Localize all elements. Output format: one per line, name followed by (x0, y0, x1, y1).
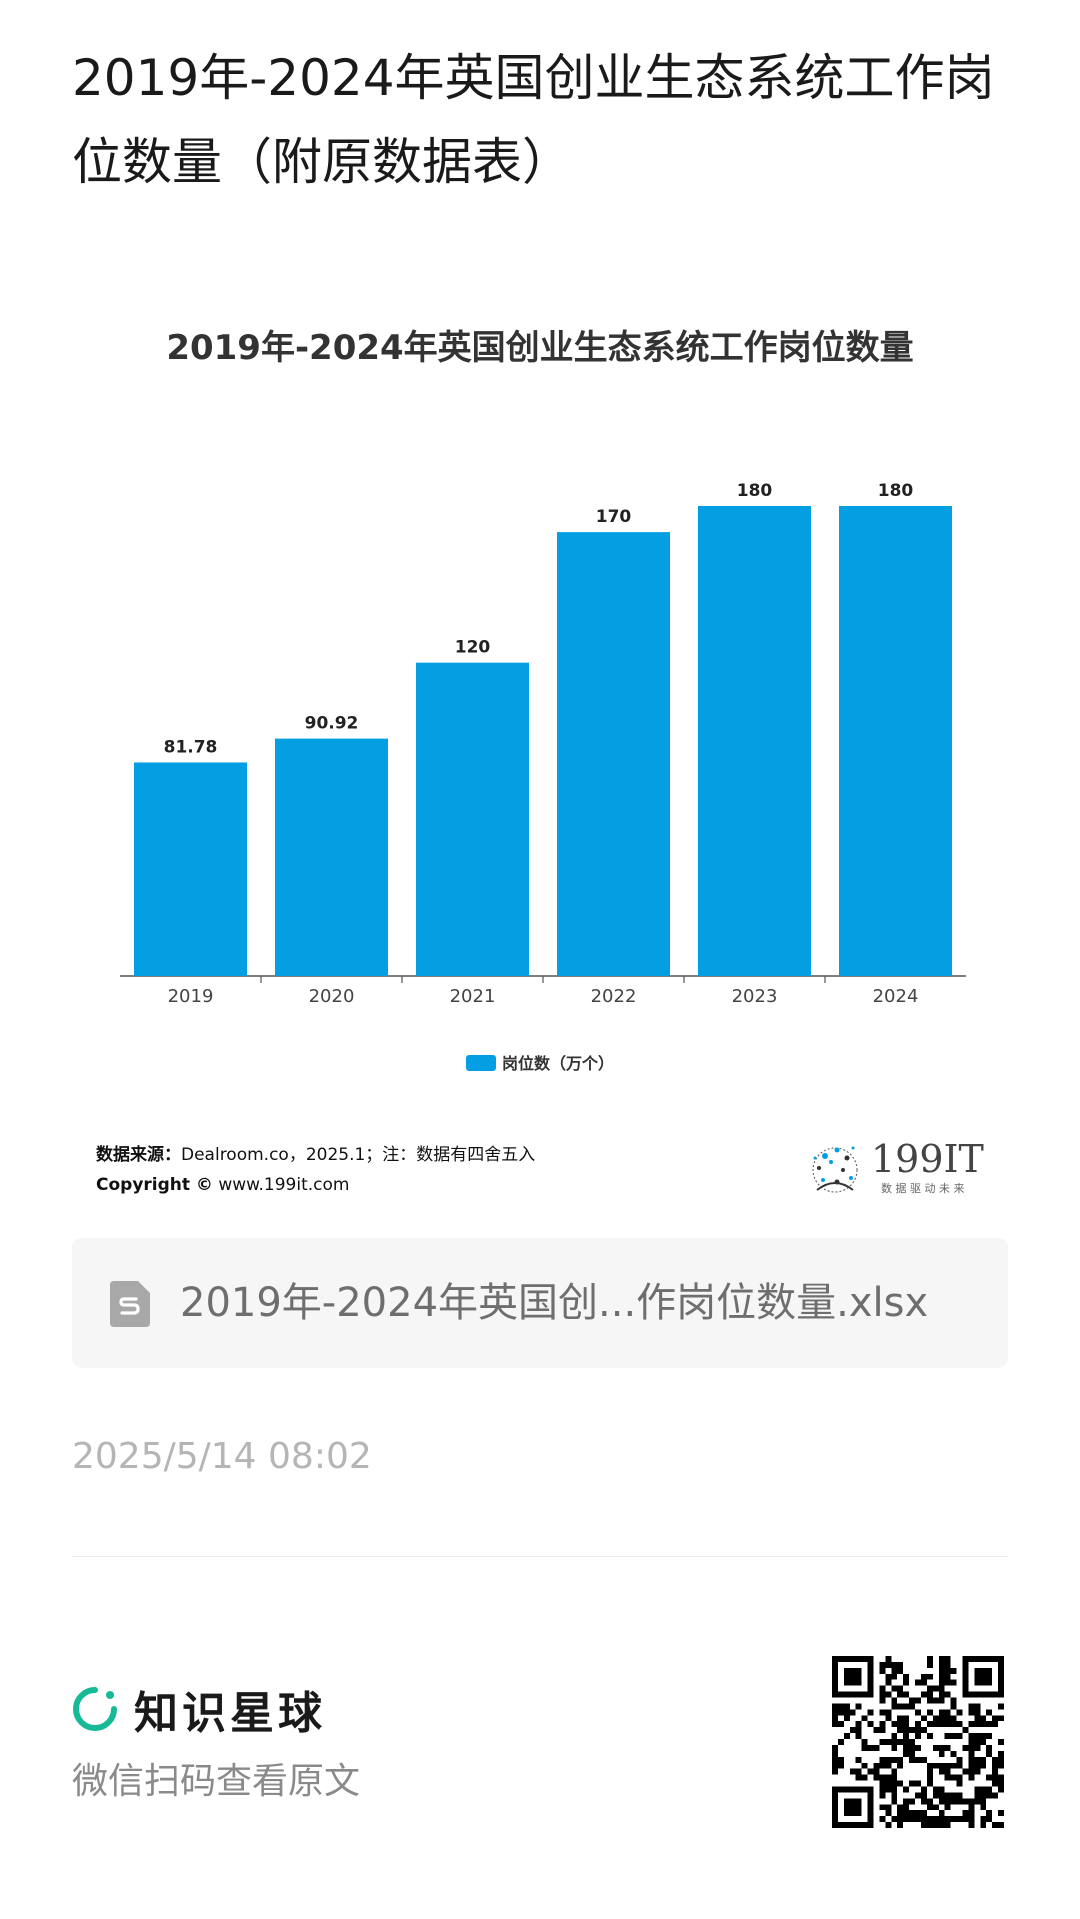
data-label-2022: 170 (596, 507, 632, 527)
bar-2023 (698, 506, 811, 976)
data-label-2023: 180 (737, 481, 773, 501)
spreadsheet-file-icon (110, 1281, 150, 1327)
chart-legend: 岗位数（万个） (72, 1050, 1008, 1074)
bar-chart: 81.78 2019 90.92 2020 120 2021 170 2022 180 2023 1… (120, 481, 966, 1007)
page-title: 2019年-2024年英国创业生态系统工作岗位数量（附原数据表） (72, 49, 995, 191)
bar-2019 (134, 762, 247, 976)
brand-tagline: 数 据 驱 动 未 来 (881, 1181, 964, 1195)
planet-ring-icon (73, 1687, 117, 1731)
x-tick-label-2020: 2020 (309, 986, 355, 1007)
footer-hint: 微信扫码查看原文 (72, 1761, 361, 1802)
source-note: 数据来源：Dealroom.co，2025.1；注：数据有四舍五入 Copyri… (96, 1140, 535, 1200)
x-tick-label-2019: 2019 (168, 986, 214, 1007)
dandelion-icon (812, 1146, 858, 1193)
data-label-2019: 81.78 (164, 737, 218, 757)
attachment-file[interactable]: 2019年-2024年英国创...作岗位数量.xlsx (72, 1238, 1008, 1368)
divider (72, 1556, 1008, 1557)
data-label-2020: 90.92 (305, 714, 359, 734)
bar-2021 (416, 662, 529, 976)
bar-2022 (557, 532, 670, 976)
x-tick-label-2024: 2024 (873, 986, 919, 1007)
source-text: Dealroom.co，2025.1；注：数据有四舍五入 (181, 1145, 536, 1165)
qr-code-icon[interactable] (832, 1656, 1004, 1828)
bar-2024 (839, 506, 952, 976)
data-label-2021: 120 (455, 638, 491, 658)
x-tick-label-2023: 2023 (732, 986, 778, 1007)
brand-logo-199it: 199IT 数 据 驱 动 未 来 (812, 1137, 984, 1195)
post-timestamp: 2025/5/14 08:02 (72, 1436, 372, 1477)
footer-brand: 知识星球 (72, 1684, 326, 1739)
file-name[interactable]: 2019年-2024年英国创...作岗位数量.xlsx (180, 1280, 929, 1326)
chart-title: 2019年-2024年英国创业生态系统工作岗位数量 (166, 328, 914, 368)
x-tick-label-2021: 2021 (450, 986, 496, 1007)
chart-card: 2019年-2024年英国创业生态系统工作岗位数量 81.78 2019 90.92… (72, 260, 1008, 1220)
copyright-label: Copyright © (96, 1175, 213, 1195)
x-tick-label-2022: 2022 (591, 986, 637, 1007)
bar-2020 (275, 738, 388, 976)
copyright-text: www.199it.com (218, 1175, 350, 1195)
data-label-2024: 180 (878, 481, 914, 501)
brand-logo-text: 199IT (871, 1137, 984, 1181)
footer-brand-name: 知识星球 (134, 1688, 326, 1739)
legend-label: 岗位数（万个） (501, 1054, 614, 1073)
source-label: 数据来源： (96, 1145, 181, 1165)
legend-swatch (465, 1055, 496, 1071)
